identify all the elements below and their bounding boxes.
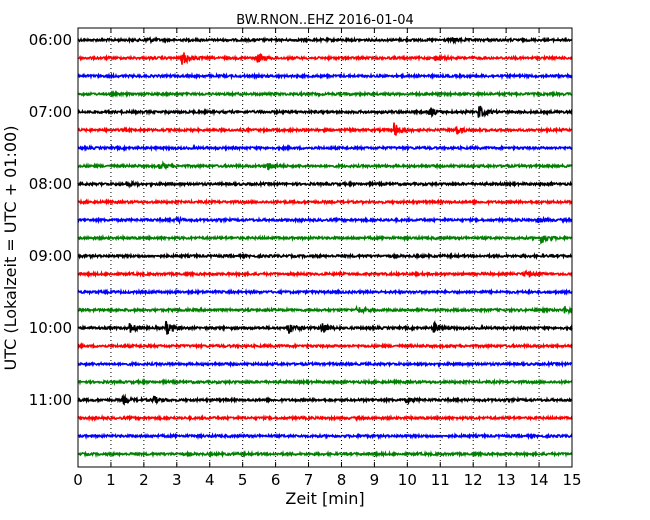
trace-0915 [77,269,573,279]
trace-0845 [77,233,573,245]
seismic-traces [77,36,573,459]
trace-1145 [77,449,573,459]
y-tick-label: 06:00 [29,31,72,49]
x-tick-label: 4 [205,471,215,489]
trace-0600 [77,36,573,45]
x-tick-label: 9 [370,471,380,489]
y-tick-label: 11:00 [29,391,72,409]
trace-0630 [77,71,573,81]
x-tick-label: 6 [271,471,281,489]
trace-0945 [77,304,573,315]
x-tick-label: 14 [530,471,549,489]
x-tick-label: 5 [238,471,248,489]
x-axis-label: Zeit [min] [285,489,364,508]
trace-1000 [77,320,573,335]
trace-0730 [77,143,573,153]
trace-1015 [77,342,573,351]
trace-0615 [77,52,573,65]
x-axis-ticks: 0 1 2 3 4 5 6 7 8 9 10 11 12 13 14 15 [73,28,582,489]
trace-0700 [77,105,573,118]
chart-title: BW.RNON..EHZ 2016-01-04 [236,13,414,28]
x-tick-label: 7 [304,471,314,489]
trace-1100 [77,393,573,406]
trace-0645 [77,89,573,99]
y-tick-label: 09:00 [29,247,72,265]
trace-0830 [77,215,573,225]
x-tick-label: 1 [106,471,116,489]
trace-1030 [77,359,573,369]
x-tick-label: 12 [464,471,483,489]
trace-0815 [77,197,573,207]
x-tick-label: 8 [337,471,347,489]
x-tick-label: 2 [139,471,149,489]
plot-frame [77,27,573,468]
trace-0715 [77,122,573,136]
trace-1115 [77,413,573,423]
y-tick-label: 10:00 [29,319,72,337]
trace-0745 [77,160,573,171]
y-tick-label: 07:00 [29,103,72,121]
trace-1130 [77,432,573,441]
x-tick-label: 3 [172,471,182,489]
x-tick-label: 10 [398,471,417,489]
y-axis-label: UTC (Lokalzeit = UTC + 01:00) [1,126,20,371]
trace-0800 [77,179,573,189]
y-tick-label: 08:00 [29,175,72,193]
x-tick-label: 0 [73,471,83,489]
x-tick-label: 15 [562,471,581,489]
x-tick-label: 11 [431,471,450,489]
y-axis-ticks: 06:00 07:00 08:00 09:00 10:00 11:00 [29,31,572,409]
trace-0900 [77,251,573,261]
trace-0930 [77,287,573,297]
trace-1045 [77,377,573,387]
x-tick-label: 13 [497,471,516,489]
